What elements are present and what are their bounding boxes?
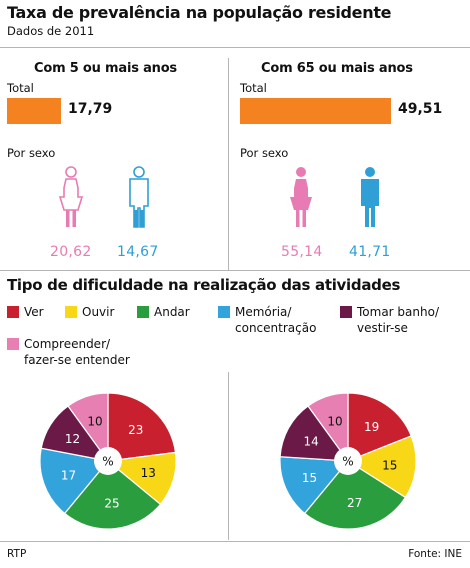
legend-swatch-5 <box>7 338 19 350</box>
upper-column-divider <box>228 58 229 270</box>
total-bar-65-anos <box>240 98 391 124</box>
group-heading-5-anos: Com 5 ou mais anos <box>34 61 177 76</box>
male-outline-icon <box>129 166 149 228</box>
pie-slice <box>279 456 350 515</box>
pie-slice-label: 17 <box>61 469 76 483</box>
pie-slice <box>307 392 349 463</box>
pie-slice <box>279 405 350 462</box>
total-value-65-anos: 49,51 <box>398 101 443 117</box>
legend-swatch-4 <box>340 306 352 318</box>
pie-slice-label: 14 <box>304 434 319 448</box>
legend-label-2: Andar <box>154 305 190 319</box>
male-value-65-anos: 41,71 <box>349 244 391 260</box>
pie-slice <box>107 392 177 462</box>
male-filled-icon <box>361 167 379 227</box>
pie-slice <box>67 392 109 463</box>
pie-slice-label: 10 <box>327 415 342 429</box>
legend-label-5: Compreender/fazer-se entender <box>24 337 130 367</box>
footer-source-rtp: RTP <box>7 548 27 560</box>
pie-center-label: % <box>102 455 113 469</box>
pie-slice <box>63 460 162 530</box>
pie-chart-65-anos: 19 15 27 15 14 10% <box>279 392 417 530</box>
pie-center-hole <box>94 447 122 475</box>
group-heading-65-anos: Com 65 ou mais anos <box>261 61 413 76</box>
bottom-divider <box>0 541 470 542</box>
pie-slice-label: 10 <box>87 415 102 429</box>
legend-label-0: Ver <box>24 305 44 319</box>
por-sexo-label-65-anos: Por sexo <box>240 146 289 160</box>
pie-slice-label: 13 <box>141 466 156 480</box>
female-value-5-anos: 20,62 <box>50 244 92 260</box>
chart-title: Taxa de prevalência na população residen… <box>7 3 392 22</box>
section-title-dificuldade: Tipo de dificuldade na realização das at… <box>7 276 401 294</box>
total-bar-5-anos <box>7 98 62 124</box>
pie-slice <box>346 435 417 499</box>
lower-column-divider <box>228 372 229 540</box>
female-value-65-anos: 55,14 <box>281 244 323 260</box>
pie-chart-5-anos: 23 13 25 17 12 10% <box>39 392 177 530</box>
female-outline-icon <box>58 166 84 227</box>
middle-divider <box>0 270 470 271</box>
pie-slice <box>347 392 412 462</box>
pie-slice-label: 15 <box>382 459 397 473</box>
legend-label-3: Memória/concentração <box>235 305 317 335</box>
pie-slice-label: 15 <box>302 471 317 485</box>
pie-slice-label: 12 <box>65 432 80 446</box>
male-value-5-anos: 14,67 <box>117 244 159 260</box>
por-sexo-label-5-anos: Por sexo <box>7 146 56 160</box>
pie-center-hole <box>334 447 362 475</box>
chart-subtitle: Dados de 2011 <box>7 24 95 38</box>
female-filled-icon <box>290 167 312 227</box>
pie-slice-label: 25 <box>104 496 119 510</box>
legend-swatch-2 <box>137 306 149 318</box>
legend-label-1: Ouvir <box>82 305 115 319</box>
top-divider <box>0 47 470 48</box>
total-value-5-anos: 17,79 <box>68 101 113 117</box>
footer-source-ine: Fonte: INE <box>408 548 462 560</box>
pie-center-label: % <box>342 455 353 469</box>
legend-swatch-1 <box>65 306 77 318</box>
pie-slice <box>303 460 407 530</box>
pie-slice <box>106 451 177 506</box>
pie-slice-label: 27 <box>347 496 362 510</box>
pie-slice-label: 19 <box>364 420 379 434</box>
legend-label-4: Tomar banho/vestir-se <box>357 305 439 335</box>
pie-slice <box>39 447 110 515</box>
pie-slice-label: 23 <box>128 423 143 437</box>
legend-swatch-0 <box>7 306 19 318</box>
legend-swatch-3 <box>218 306 230 318</box>
total-label-5-anos: Total <box>7 81 34 95</box>
total-label-65-anos: Total <box>240 81 267 95</box>
